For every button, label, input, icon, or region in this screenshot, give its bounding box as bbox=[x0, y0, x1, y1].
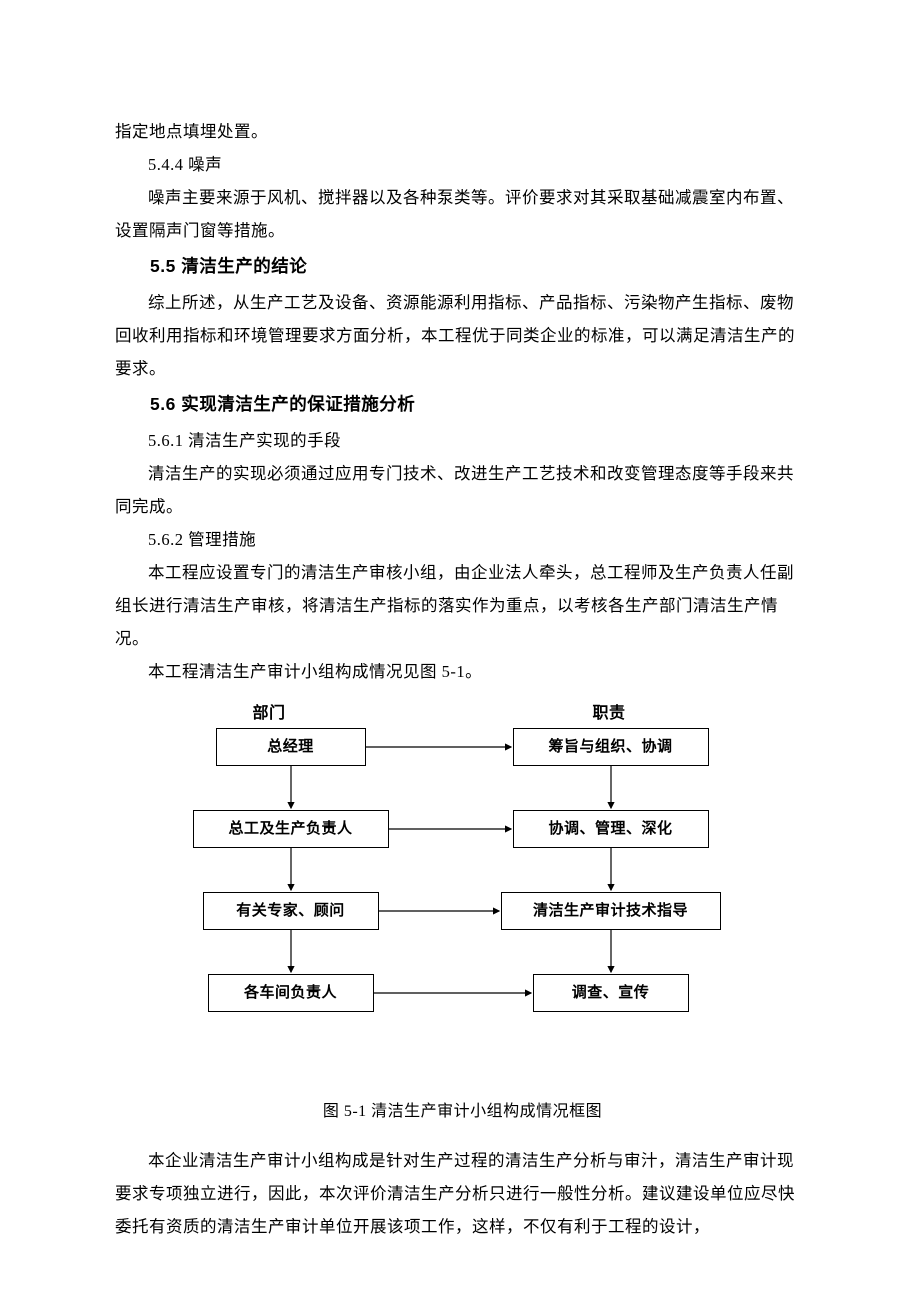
flowchart-header-duty: 职责 bbox=[593, 698, 626, 730]
flowchart-node-left-3: 各车间负责人 bbox=[208, 974, 374, 1012]
flowchart-figure-5-1: 部门 职责总经理总工及生产负责人有关专家、顾问各车间负责人 筹旨与组织、协调协调、管… bbox=[123, 698, 803, 1078]
paragraph: 本工程应设置专门的清洁生产审核小组，由企业法人牵头，总工程师及生产负责人任副组长… bbox=[115, 556, 810, 655]
figure-caption: 图 5-1 清洁生产审计小组构成情况框图 bbox=[115, 1096, 810, 1128]
flowchart-node-right-2: 清洁生产审计技术指导 bbox=[501, 892, 721, 930]
flowchart-node-right-3: 调查、宣传 bbox=[533, 974, 689, 1012]
section-heading-5-6: 5.6 实现清洁生产的保证措施分析 bbox=[115, 387, 810, 422]
paragraph: 综上所述，从生产工艺及设备、资源能源利用指标、产品指标、污染物产生指标、废物回收… bbox=[115, 286, 810, 385]
flowchart-node-right-1: 协调、管理、深化 bbox=[513, 810, 709, 848]
subsection-heading-5-4-4: 5.4.4 噪声 bbox=[115, 148, 810, 181]
paragraph: 本企业清洁生产审计小组构成是针对生产过程的清洁生产分析与审汁，清洁生产审计现要求… bbox=[115, 1144, 810, 1243]
section-heading-5-5: 5.5 清洁生产的结论 bbox=[115, 249, 810, 284]
paragraph: 指定地点填埋处置。 bbox=[115, 115, 810, 148]
subsection-heading-5-6-2: 5.6.2 管理措施 bbox=[115, 523, 810, 556]
document-page: 指定地点填埋处置。 5.4.4 噪声 噪声主要来源于风机、搅拌器以及各种泵类等。… bbox=[0, 0, 920, 1302]
flowchart-node-left-0: 总经理 bbox=[216, 728, 366, 766]
flowchart-header-department: 部门 bbox=[253, 698, 286, 730]
subsection-heading-5-6-1: 5.6.1 清洁生产实现的手段 bbox=[115, 424, 810, 457]
flowchart-node-left-1: 总工及生产负责人 bbox=[193, 810, 389, 848]
flowchart-node-left-2: 有关专家、顾问 bbox=[203, 892, 379, 930]
flowchart-node-right-0: 筹旨与组织、协调 bbox=[513, 728, 709, 766]
paragraph: 噪声主要来源于风机、搅拌器以及各种泵类等。评价要求对其采取基础减震室内布置、设置… bbox=[115, 181, 810, 247]
paragraph: 清洁生产的实现必须通过应用专门技术、改进生产工艺技术和改变管理态度等手段来共同完… bbox=[115, 457, 810, 523]
paragraph: 本工程清洁生产审计小组构成情况见图 5-1。 bbox=[115, 655, 810, 688]
